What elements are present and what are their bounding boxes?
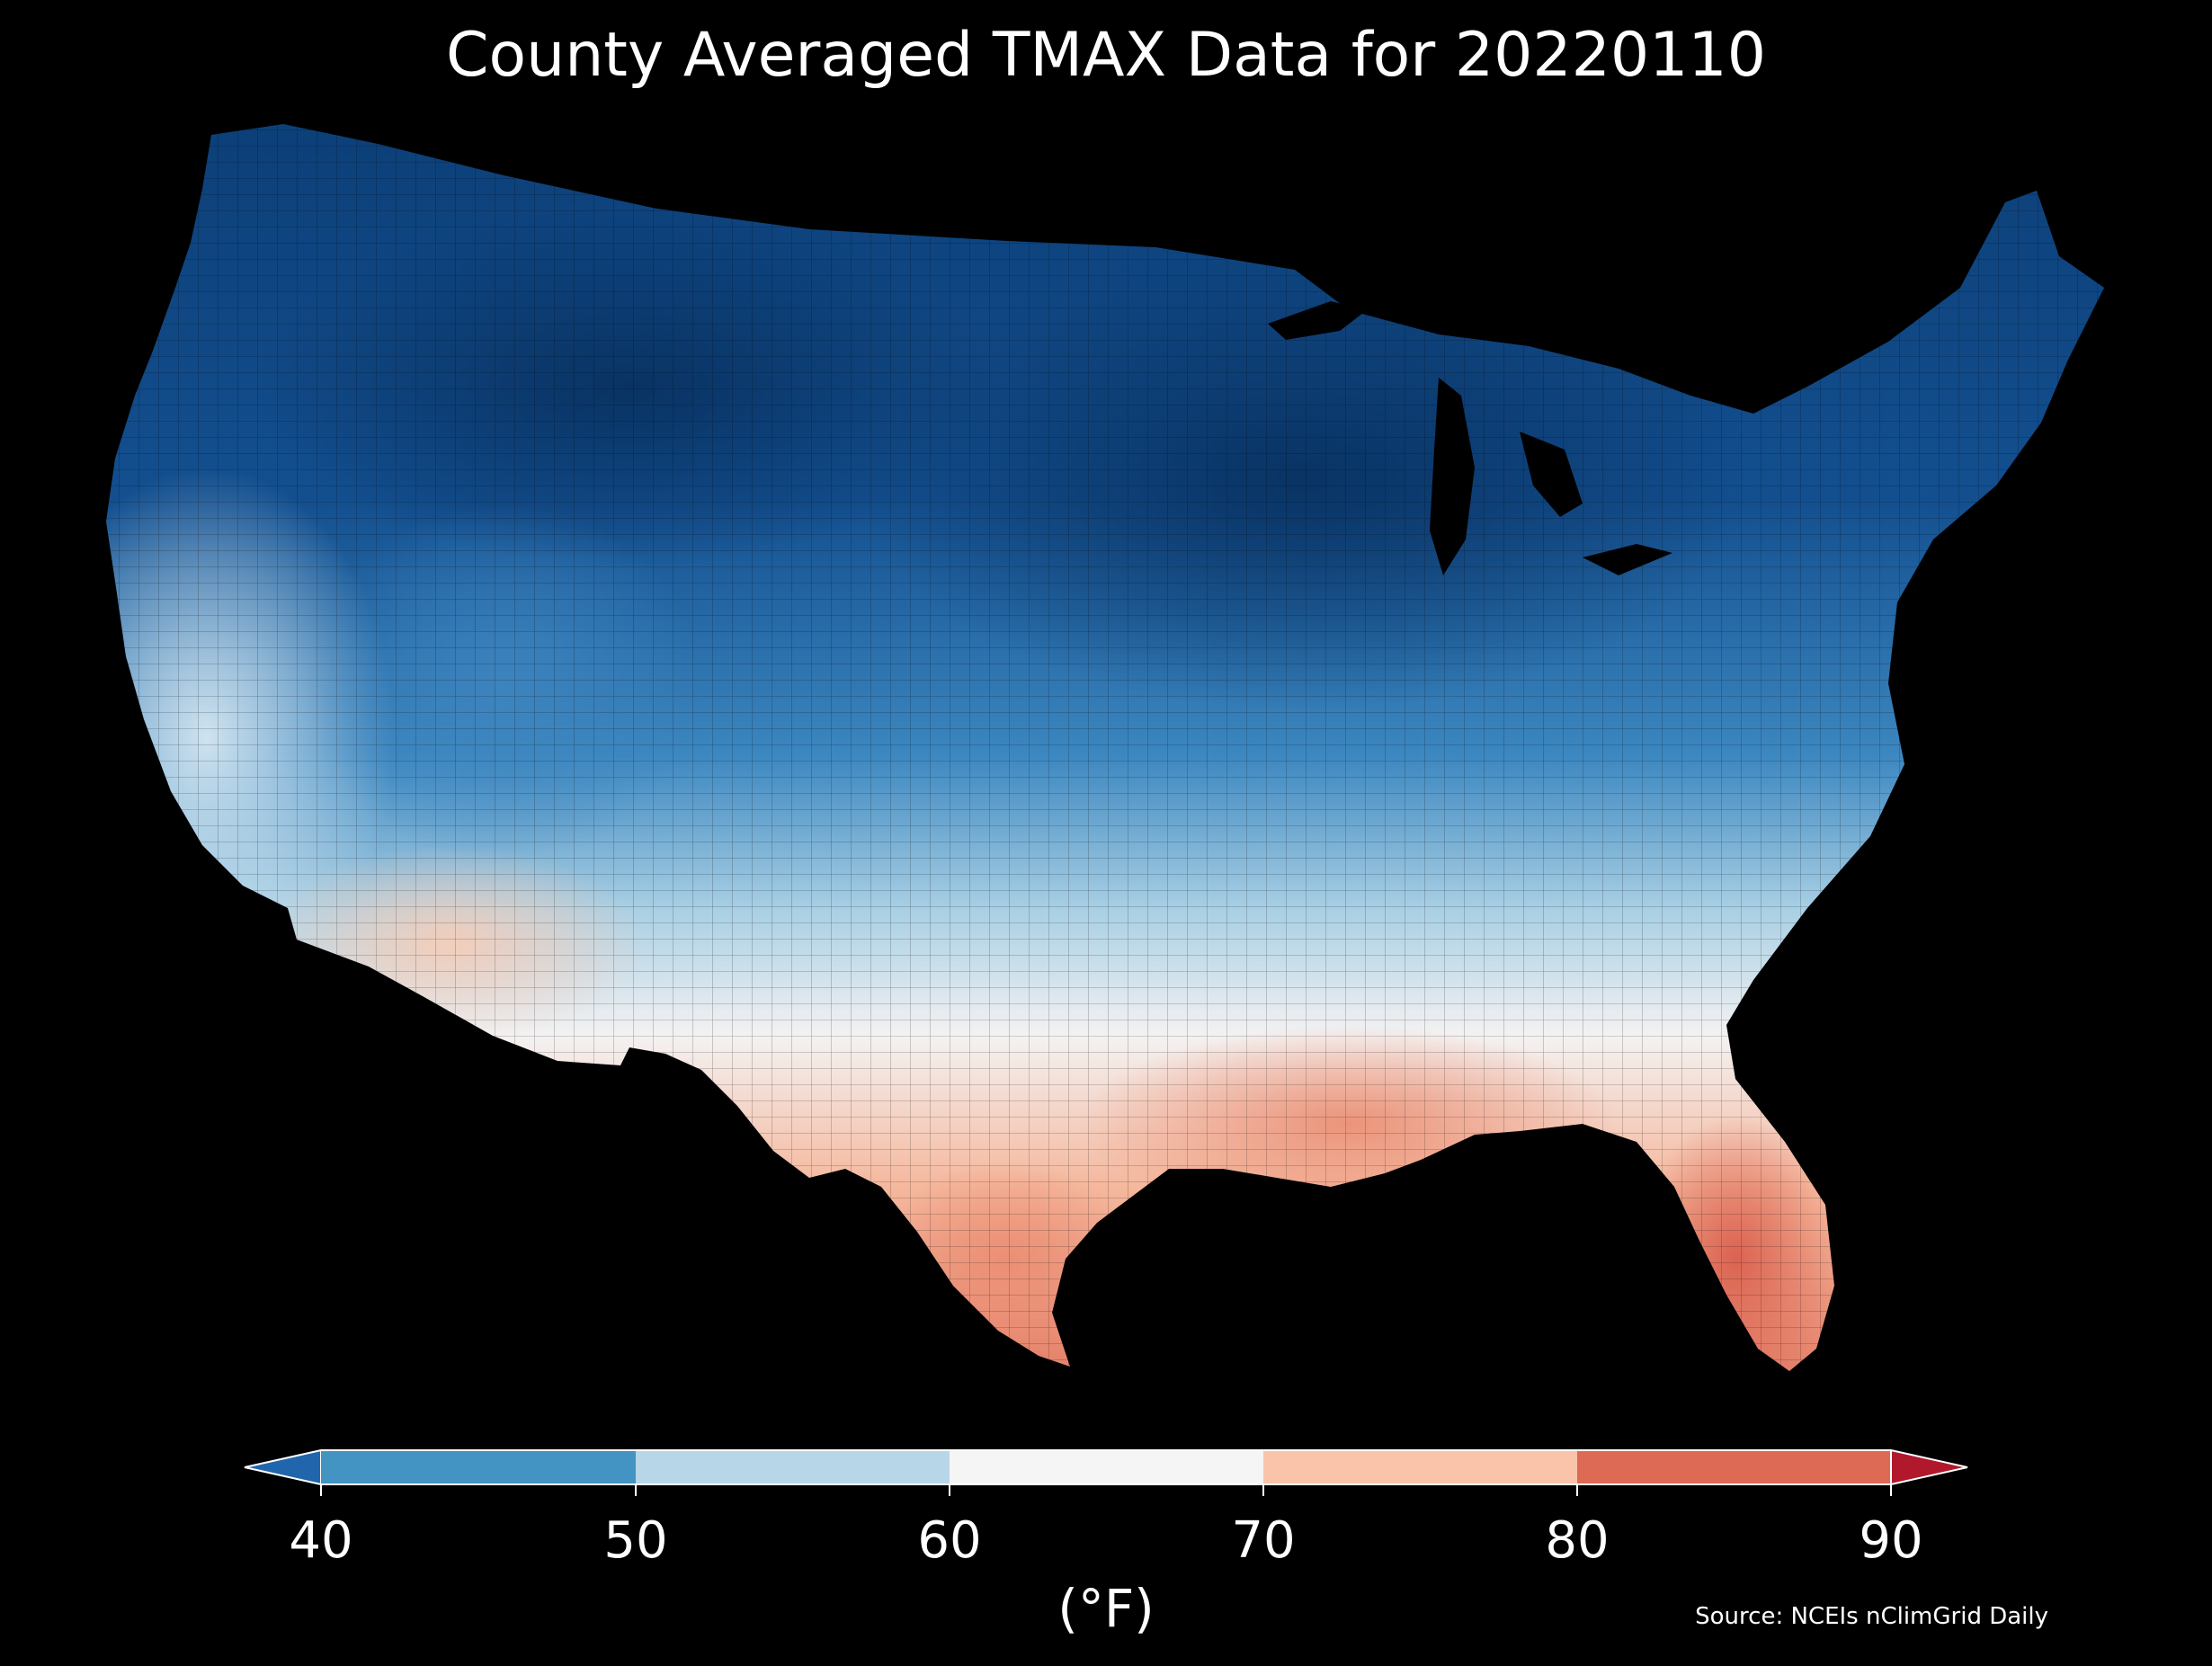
colorbar-tick-label-40: 40 <box>289 1511 353 1570</box>
lake-huron <box>1520 432 1583 517</box>
colorbar-segment-50-60 <box>636 1450 950 1484</box>
colorbar-under-arrow <box>244 1448 322 1486</box>
colorbar-unit-label: (°F) <box>1057 1578 1155 1639</box>
colorbar-over-arrow <box>1890 1448 1968 1486</box>
source-credit: Source: NCEIs nClimGrid Daily <box>1695 1603 2048 1630</box>
colorbar-tick-label-90: 90 <box>1859 1511 1923 1570</box>
colorbar-segment-70-80 <box>1263 1450 1577 1484</box>
colorbar-segment-60-70 <box>950 1450 1263 1484</box>
lake-superior <box>1268 301 1367 340</box>
colorbar-segment-40-50 <box>321 1450 636 1484</box>
colorbar-tick-label-60: 60 <box>917 1511 982 1570</box>
colorbar-tick-label-50: 50 <box>603 1511 668 1570</box>
colorbar-tick-label-70: 70 <box>1231 1511 1296 1570</box>
great-lakes <box>1268 301 1672 575</box>
colorbar-tick-label-80: 80 <box>1545 1511 1610 1570</box>
map-title: County Averaged TMAX Data for 20220110 <box>446 20 1766 91</box>
colorbar-segment-80-90 <box>1577 1450 1891 1484</box>
lake-michigan <box>1430 378 1475 575</box>
lake-erie <box>1583 544 1672 575</box>
